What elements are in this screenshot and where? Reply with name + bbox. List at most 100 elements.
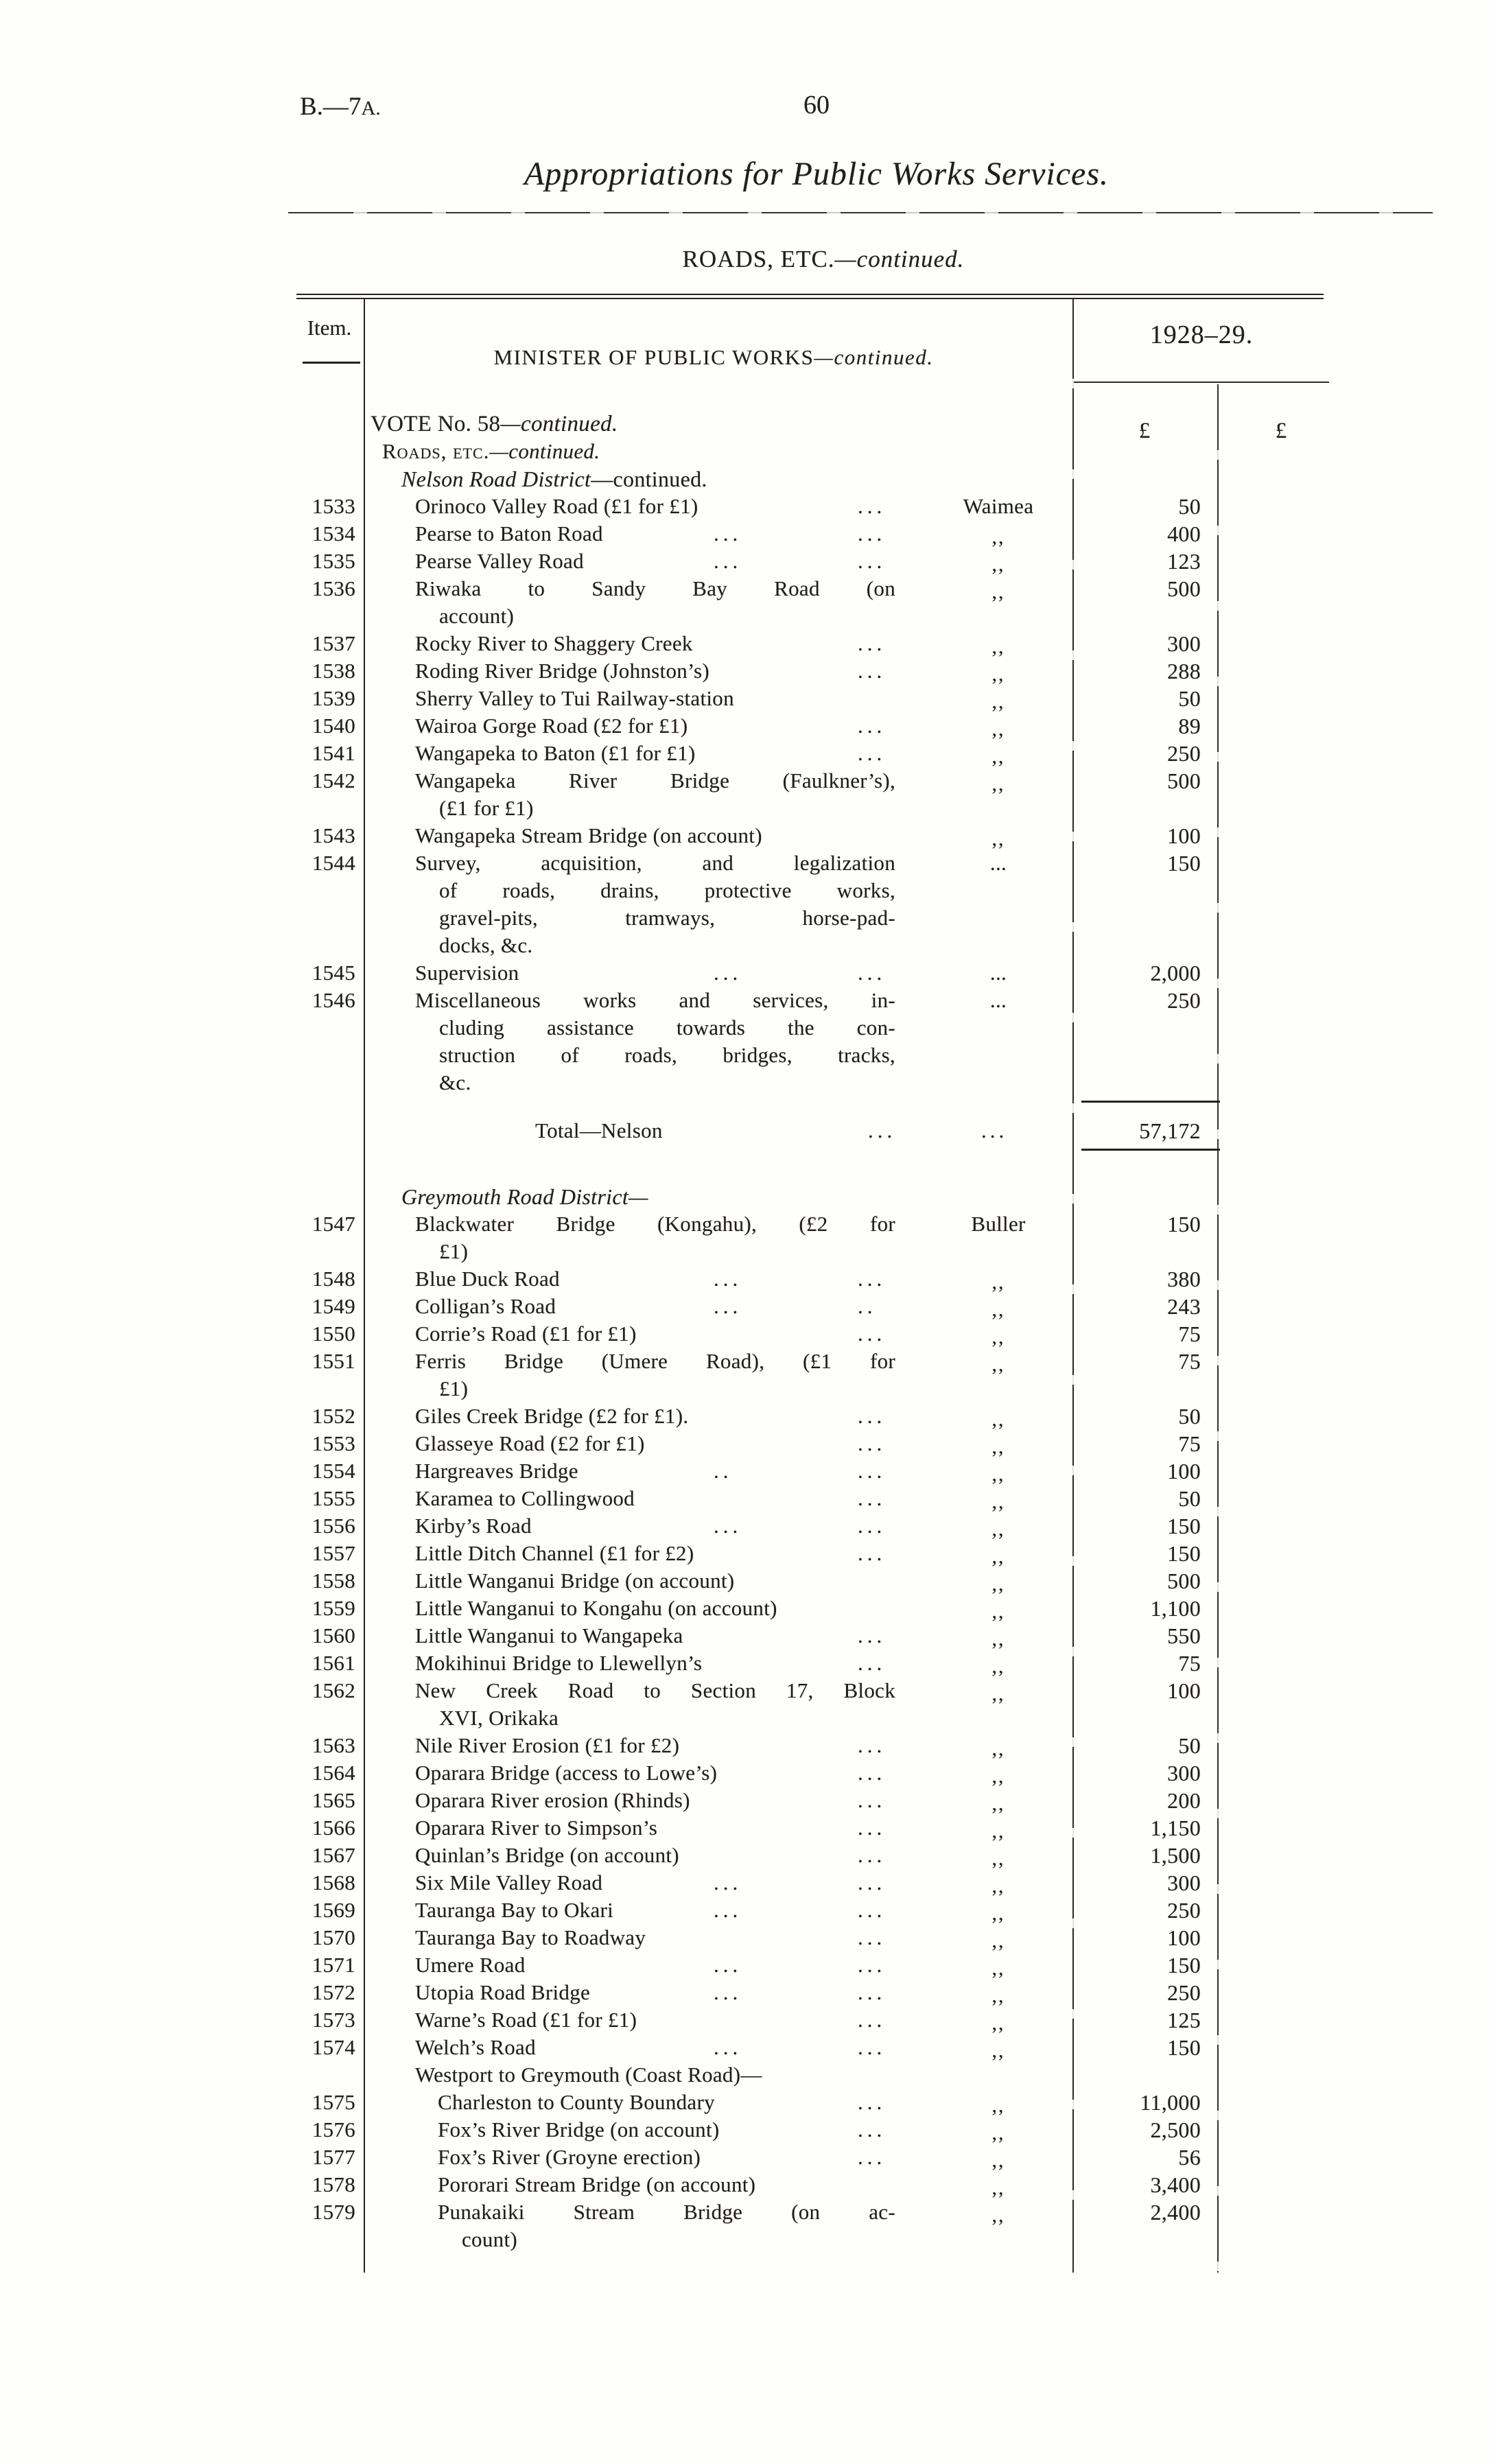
leader-dots: ... — [714, 1294, 742, 1318]
description-line: Quinlan’s Bridge (on account) — [415, 1843, 679, 1867]
item-number: 1538 — [312, 659, 355, 683]
leader-dots: ... — [714, 1267, 742, 1291]
row-description: Riwaka to Sandy Bay Road (on account) — [415, 575, 895, 630]
item-number: 1535 — [312, 549, 355, 573]
item-number: 1552 — [312, 1404, 355, 1428]
description-line: Wangapeka River Bridge (Faulkner’s), — [415, 768, 895, 793]
amount-cell: 50 — [1178, 1404, 1201, 1429]
heading-text: VOTE No. 58 — [371, 412, 501, 436]
ditto-mark: ,, — [991, 690, 1005, 713]
amount-cell: 500 — [1167, 1569, 1201, 1593]
leader-dots: ... — [858, 1651, 887, 1675]
table-row: 1572 Utopia Road Bridge......,, 250 — [295, 1979, 1352, 2007]
leader-dots: ... — [858, 549, 887, 573]
description-line: of roads, drains, protective works, — [439, 878, 895, 902]
ditto-mark: ,, — [991, 1545, 1005, 1568]
table-row: 1568 Six Mile Valley Road......,, 300 — [295, 1869, 1352, 1897]
amount-cell: 100 — [1167, 1459, 1201, 1483]
description-line: Umere Road — [415, 1953, 526, 1977]
leader-dots: ... — [858, 1980, 887, 2004]
ditto-mark: ,, — [991, 553, 1005, 576]
heading-continued: —continued. — [489, 439, 600, 463]
table-row: 1566 Oparara River to Simpson’s...,, 1,150 — [295, 1814, 1352, 1842]
ditto-mark: ,, — [991, 745, 1005, 768]
item-number: 1560 — [312, 1623, 355, 1647]
leader-dots: .. — [714, 1459, 733, 1483]
leader-dots: ... — [858, 1733, 887, 1757]
row-description: Roding River Bridge (Johnston’s) — [415, 657, 895, 685]
district-heading: Greymouth Road District— — [401, 1183, 1352, 1210]
heading-text: Roads, etc. — [382, 439, 490, 463]
ditto-mark: ,, — [991, 2122, 1005, 2144]
table-row: 1540 Wairoa Gorge Road (£2 for £1)...,, 89 — [295, 712, 1352, 740]
item-number: 1544 — [312, 851, 355, 875]
description-line: Sherry Valley to Tui Railway-station — [415, 686, 734, 710]
amount-cell: 100 — [1167, 1925, 1201, 1950]
table-row: 1573 Warne’s Road (£1 for £1)...,, 125 — [295, 2006, 1352, 2034]
leader-dots: ... — [858, 1459, 887, 1483]
amount-cell: 89 — [1178, 714, 1201, 738]
item-number: 1554 — [312, 1459, 355, 1483]
description-line: Pororari Stream Bridge (on account) — [438, 2172, 756, 2196]
amount-cell: 50 — [1178, 1486, 1201, 1511]
row-description: Wairoa Gorge Road (£2 for £1) — [415, 712, 895, 740]
description-line: gravel-pits, tramways, horse-pad- — [439, 906, 895, 930]
table-row: 1538 Roding River Bridge (Johnston’s)...,… — [295, 657, 1352, 685]
row-description: Supervision — [415, 959, 895, 987]
table-row: 1536 Riwaka to Sandy Bay Road (on account)… — [295, 575, 1352, 630]
table-row: 1556 Kirby’s Road......,, 150 — [295, 1512, 1352, 1540]
ditto-mark: ,, — [991, 1408, 1005, 1431]
leader-dots: ... — [858, 2008, 887, 2032]
leader-dots: ... — [858, 1953, 887, 1977]
row-description: Fox’s River (Groyne erection) — [438, 2144, 895, 2171]
row-description: Warne’s Road (£1 for £1) — [415, 2006, 895, 2034]
item-number: 1548 — [312, 1267, 355, 1291]
ditto-mark: ,, — [991, 1792, 1005, 1815]
leader-dots: ... — [858, 1816, 887, 1840]
description-line: Utopia Road Bridge — [415, 1980, 591, 2004]
table-row: 1534 Pearse to Baton Road......,, 400 — [295, 520, 1352, 548]
description-line: Riwaka to Sandy Bay Road (on — [415, 576, 895, 600]
leader-dots: ... — [858, 2035, 887, 2059]
ditto-mark: ,, — [991, 1655, 1005, 1678]
description-line: Blackwater Bridge (Kongahu), (£2 for — [415, 1212, 895, 1236]
row-description: Survey, acquisition, and legalization of … — [415, 849, 895, 959]
item-number: 1541 — [312, 741, 355, 765]
table-row: 1576 Fox’s River Bridge (on account)...,,… — [295, 2116, 1352, 2144]
table-row: 1565 Oparara River erosion (Rhinds)...,, 2… — [295, 1787, 1352, 1815]
ditto-mark: ,, — [991, 1490, 1005, 1513]
description-line: Ferris Bridge (Umere Road), (£1 for — [415, 1349, 895, 1373]
item-number: 1539 — [312, 686, 355, 710]
leader-dots: ... — [858, 2145, 887, 2169]
table-row: 1561 Mokihinui Bridge to Llewellyn’s...,,… — [295, 1650, 1352, 1678]
item-number: 1545 — [312, 961, 355, 985]
table-row: 1567 Quinlan’s Bridge (on account)...,, 1,… — [295, 1842, 1352, 1870]
ditto-mark: ,, — [991, 1820, 1005, 1842]
amount-cell: 288 — [1167, 659, 1201, 683]
leader-dots: ... — [858, 1541, 887, 1565]
row-description: Glasseye Road (£2 for £1) — [415, 1430, 895, 1457]
row-description: Charleston to County Boundary — [438, 2089, 895, 2116]
leader-dots: ... — [858, 1322, 887, 1346]
table-row: 1559 Little Wanganui to Kongahu (on accou… — [295, 1595, 1352, 1623]
table-row: 1541 Wangapeka to Baton (£1 for £1)...,, 2… — [295, 740, 1352, 768]
row-description: Tauranga Bay to Roadway — [415, 1924, 895, 1951]
ditto-mark: ,, — [991, 1875, 1005, 1897]
leader-dots: ... — [714, 1980, 742, 2004]
amount-cell: 150 — [1167, 851, 1201, 876]
amount-cell: 300 — [1167, 1870, 1201, 1895]
description-line: Mokihinui Bridge to Llewellyn’s — [415, 1651, 703, 1675]
item-number: 1555 — [312, 1486, 355, 1510]
row-description: Umere Road — [415, 1951, 895, 1979]
vote-heading: VOTE No. 58—continued. — [371, 410, 1352, 438]
table-row: 1546 Miscellaneous works and services, in… — [295, 987, 1352, 1096]
leader-dots: ... — [858, 961, 887, 985]
description-line: XVI, Orikaka — [439, 1706, 559, 1730]
document-reference: B.—7A. — [300, 92, 381, 121]
row-description: Karamea to Collingwood — [415, 1485, 895, 1512]
amount-cell: 100 — [1167, 1678, 1201, 1703]
item-number: 1558 — [312, 1569, 355, 1593]
row-description: Tauranga Bay to Okari — [415, 1897, 895, 1924]
leader-dots: ... — [714, 1953, 742, 1977]
row-description: Fox’s River Bridge (on account) — [438, 2116, 895, 2144]
